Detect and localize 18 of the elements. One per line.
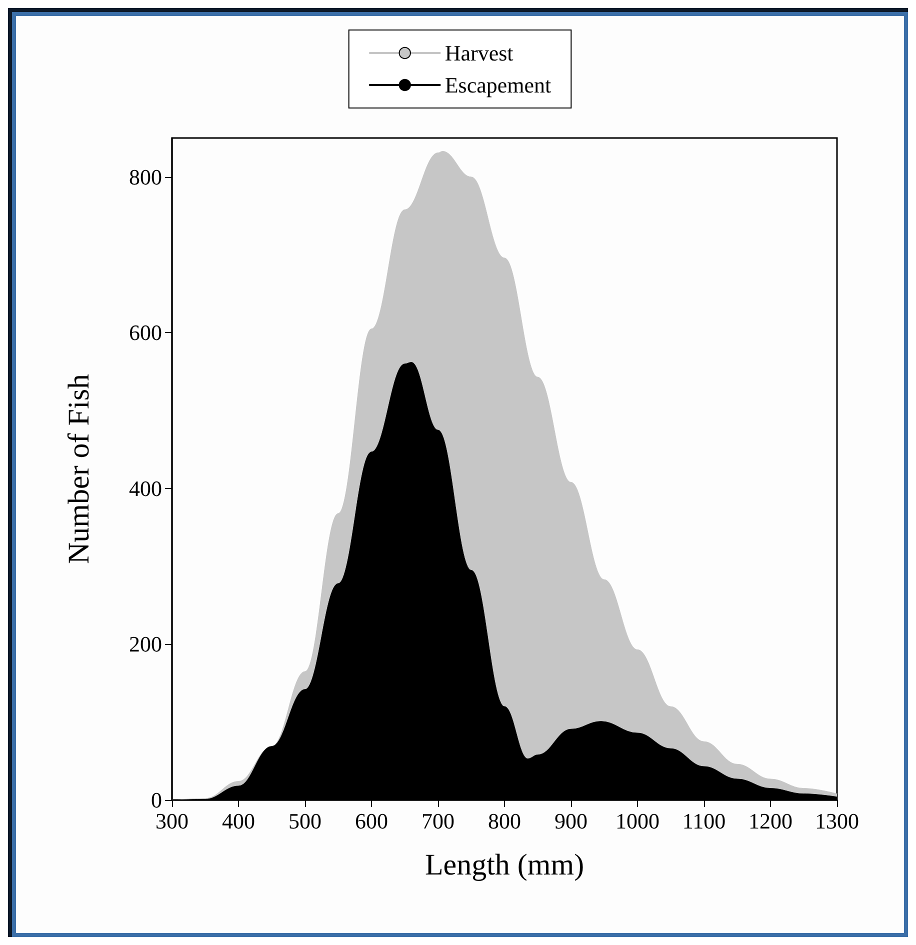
x-tick-label: 700 [422, 808, 454, 834]
x-tick-label: 900 [554, 808, 588, 834]
y-tick-label: 600 [129, 320, 162, 346]
y-axis-title: Number of Fish [62, 374, 96, 564]
y-tick-label: 400 [129, 476, 162, 501]
x-tick-label: 1200 [748, 808, 792, 834]
x-tick-label: 1100 [682, 808, 726, 834]
x-tick-label: 800 [488, 808, 521, 834]
x-tick-label: 400 [222, 808, 255, 834]
legend-label: Escapement [444, 72, 552, 98]
y-tick-label: 800 [129, 164, 162, 190]
x-axis-title: Length (mm) [424, 848, 584, 882]
x-tick-label: 600 [355, 808, 388, 834]
y-tick-label: 200 [129, 632, 162, 657]
x-tick-label: 1000 [616, 808, 660, 834]
legend-label: Harvest [444, 40, 514, 66]
x-tick-label: 500 [288, 808, 322, 834]
x-tick-label: 1300 [815, 808, 859, 834]
